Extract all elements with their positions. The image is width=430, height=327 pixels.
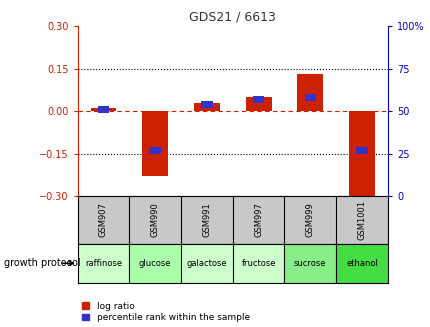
Bar	[284, 244, 335, 283]
Bar	[252, 96, 264, 103]
Text: GSM1001: GSM1001	[357, 200, 366, 240]
Bar	[355, 147, 367, 154]
Text: GSM907: GSM907	[99, 202, 108, 237]
Text: GSM999: GSM999	[305, 202, 314, 237]
Bar	[194, 103, 219, 111]
Bar	[200, 101, 212, 108]
Text: glucose: glucose	[138, 259, 171, 268]
Bar	[348, 111, 374, 196]
Bar	[297, 74, 322, 111]
Text: raffinose: raffinose	[85, 259, 122, 268]
Bar	[149, 147, 160, 154]
Legend: log ratio, percentile rank within the sample: log ratio, percentile rank within the sa…	[82, 302, 249, 322]
Text: GSM997: GSM997	[254, 202, 262, 237]
Text: GSM990: GSM990	[150, 202, 159, 237]
Bar	[232, 244, 284, 283]
Bar	[97, 106, 109, 113]
Bar	[77, 244, 129, 283]
Text: growth protocol: growth protocol	[4, 258, 81, 268]
Bar	[181, 244, 232, 283]
Text: sucrose: sucrose	[293, 259, 326, 268]
Text: ethanol: ethanol	[345, 259, 377, 268]
Title: GDS21 / 6613: GDS21 / 6613	[189, 10, 276, 24]
Text: galactose: galactose	[186, 259, 227, 268]
Bar	[129, 244, 181, 283]
Bar	[335, 244, 387, 283]
Bar	[142, 111, 168, 176]
Bar	[304, 94, 315, 101]
Text: GSM991: GSM991	[202, 202, 211, 237]
Bar	[90, 108, 116, 111]
Bar	[245, 97, 271, 111]
Text: fructose: fructose	[241, 259, 275, 268]
